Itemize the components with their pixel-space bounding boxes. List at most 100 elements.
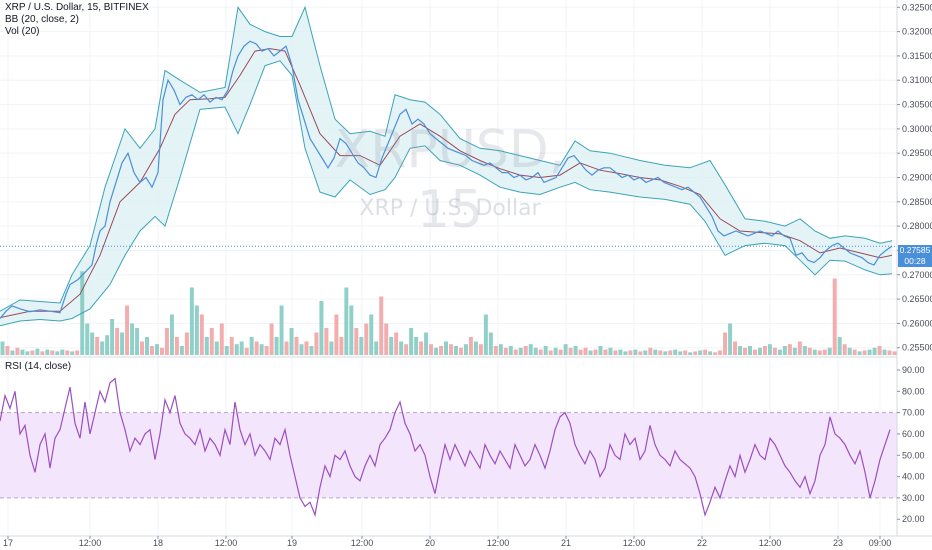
volume-bar — [354, 328, 359, 355]
volume-bar — [568, 347, 573, 355]
volume-bar — [105, 335, 110, 355]
volume-bar — [179, 346, 184, 355]
volume-bar — [164, 328, 169, 355]
volume-bar — [792, 347, 797, 355]
volume-bar — [518, 347, 523, 355]
volume-bar — [50, 350, 55, 355]
volume-bar — [304, 341, 309, 355]
bb-lower-line — [0, 60, 893, 327]
volume-bar — [578, 349, 583, 355]
legend-vol[interactable]: Vol (20) — [5, 26, 40, 37]
volume-bar — [743, 347, 747, 355]
volume-bar — [5, 346, 10, 355]
volume-bar — [832, 278, 837, 355]
price-countdown: 00:28 — [898, 256, 932, 267]
volume-bar — [339, 337, 344, 355]
time-tick-label: 22 — [697, 538, 707, 548]
volume-bar — [85, 323, 90, 355]
volume-bar — [329, 341, 334, 355]
price-tick-label: 0.28500 — [902, 197, 932, 207]
volume-bar — [414, 337, 419, 355]
price-tick-label: 0.31500 — [902, 51, 932, 61]
volume-bar — [643, 350, 648, 355]
legend-rsi[interactable]: RSI (14, close) — [5, 361, 72, 372]
volume-bar — [867, 349, 872, 355]
volume-bar — [244, 347, 249, 355]
volume-bar — [533, 347, 538, 355]
legend-symbol[interactable]: XRP / U.S. Dollar, 15, BITFINEX — [5, 2, 149, 13]
volume-bar — [75, 350, 80, 355]
volume-bar — [434, 347, 439, 355]
volume-bar — [618, 349, 623, 355]
legend-bb[interactable]: BB (20, close, 2) — [5, 14, 79, 25]
volume-bar — [20, 349, 25, 355]
volume-bar — [728, 323, 733, 355]
rsi-line — [0, 377, 891, 518]
volume-bar — [284, 341, 289, 355]
volume-bar — [857, 351, 862, 355]
volume-bar — [882, 349, 887, 355]
volume-bar — [483, 314, 488, 355]
volume-bar — [25, 351, 30, 355]
volume-bar — [498, 344, 503, 355]
volume-bar — [603, 349, 608, 355]
volume-bar — [847, 347, 852, 355]
volume-bar — [633, 349, 638, 355]
volume-bar — [264, 346, 269, 355]
volume-bar — [204, 337, 209, 355]
volume-bar — [100, 341, 105, 355]
price-tick-label: 0.30000 — [902, 124, 932, 134]
volume-bar — [822, 349, 827, 355]
volume-bar — [548, 350, 553, 355]
volume-bar — [324, 328, 329, 355]
price-tick-label: 0.26500 — [902, 294, 932, 304]
volume-bar — [688, 352, 693, 355]
volume-bar — [453, 346, 458, 355]
time-tick-label: 12:00 — [759, 538, 782, 548]
volume-bar — [757, 347, 762, 355]
volume-bar — [70, 351, 75, 355]
volume-bar — [214, 341, 219, 355]
volume-bar — [478, 344, 483, 355]
watermark-symbol: XRPUSD, 15 — [334, 120, 566, 240]
volume-bar — [0, 341, 5, 355]
rsi-tick-label: 30.00 — [902, 493, 925, 503]
volume-bar — [40, 351, 45, 355]
volume-bar — [314, 332, 319, 355]
volume-bar — [45, 349, 50, 355]
volume-bar — [145, 337, 149, 355]
volume-bar — [752, 349, 757, 355]
price-tick-label: 0.26000 — [902, 318, 932, 328]
volume-bar — [852, 349, 857, 355]
time-tick-label: 12:00 — [351, 538, 374, 548]
volume-bar — [15, 347, 20, 355]
volume-bar — [344, 287, 349, 355]
volume-bar — [683, 350, 688, 355]
volume-bar — [812, 349, 817, 355]
watermark-name: XRP / U.S. Dollar — [359, 196, 541, 221]
volume-bar — [229, 337, 234, 355]
volume-bar — [748, 346, 752, 355]
volume-bar — [309, 346, 314, 355]
volume-bar — [199, 314, 204, 355]
volume-bar — [184, 332, 189, 355]
time-tick-label: 20 — [425, 538, 435, 548]
volume-bar — [588, 350, 593, 355]
volume-bar — [384, 323, 389, 355]
price-tick-label: 0.28000 — [902, 221, 932, 231]
price-tick-label: 0.32000 — [902, 27, 932, 37]
volume-bar — [673, 349, 678, 355]
volume-bar — [638, 351, 643, 355]
volume-bar — [463, 344, 468, 355]
volume-bar — [274, 337, 279, 355]
volume-bar — [663, 351, 668, 355]
volume-bar — [708, 351, 713, 355]
volume-bar — [125, 305, 130, 355]
volume-bar — [613, 350, 618, 355]
volume-bar — [150, 346, 154, 355]
rsi-tick-label: 40.00 — [902, 472, 925, 482]
volume-bar — [807, 347, 812, 355]
volume-bar — [648, 347, 653, 355]
volume-bar — [488, 332, 493, 355]
